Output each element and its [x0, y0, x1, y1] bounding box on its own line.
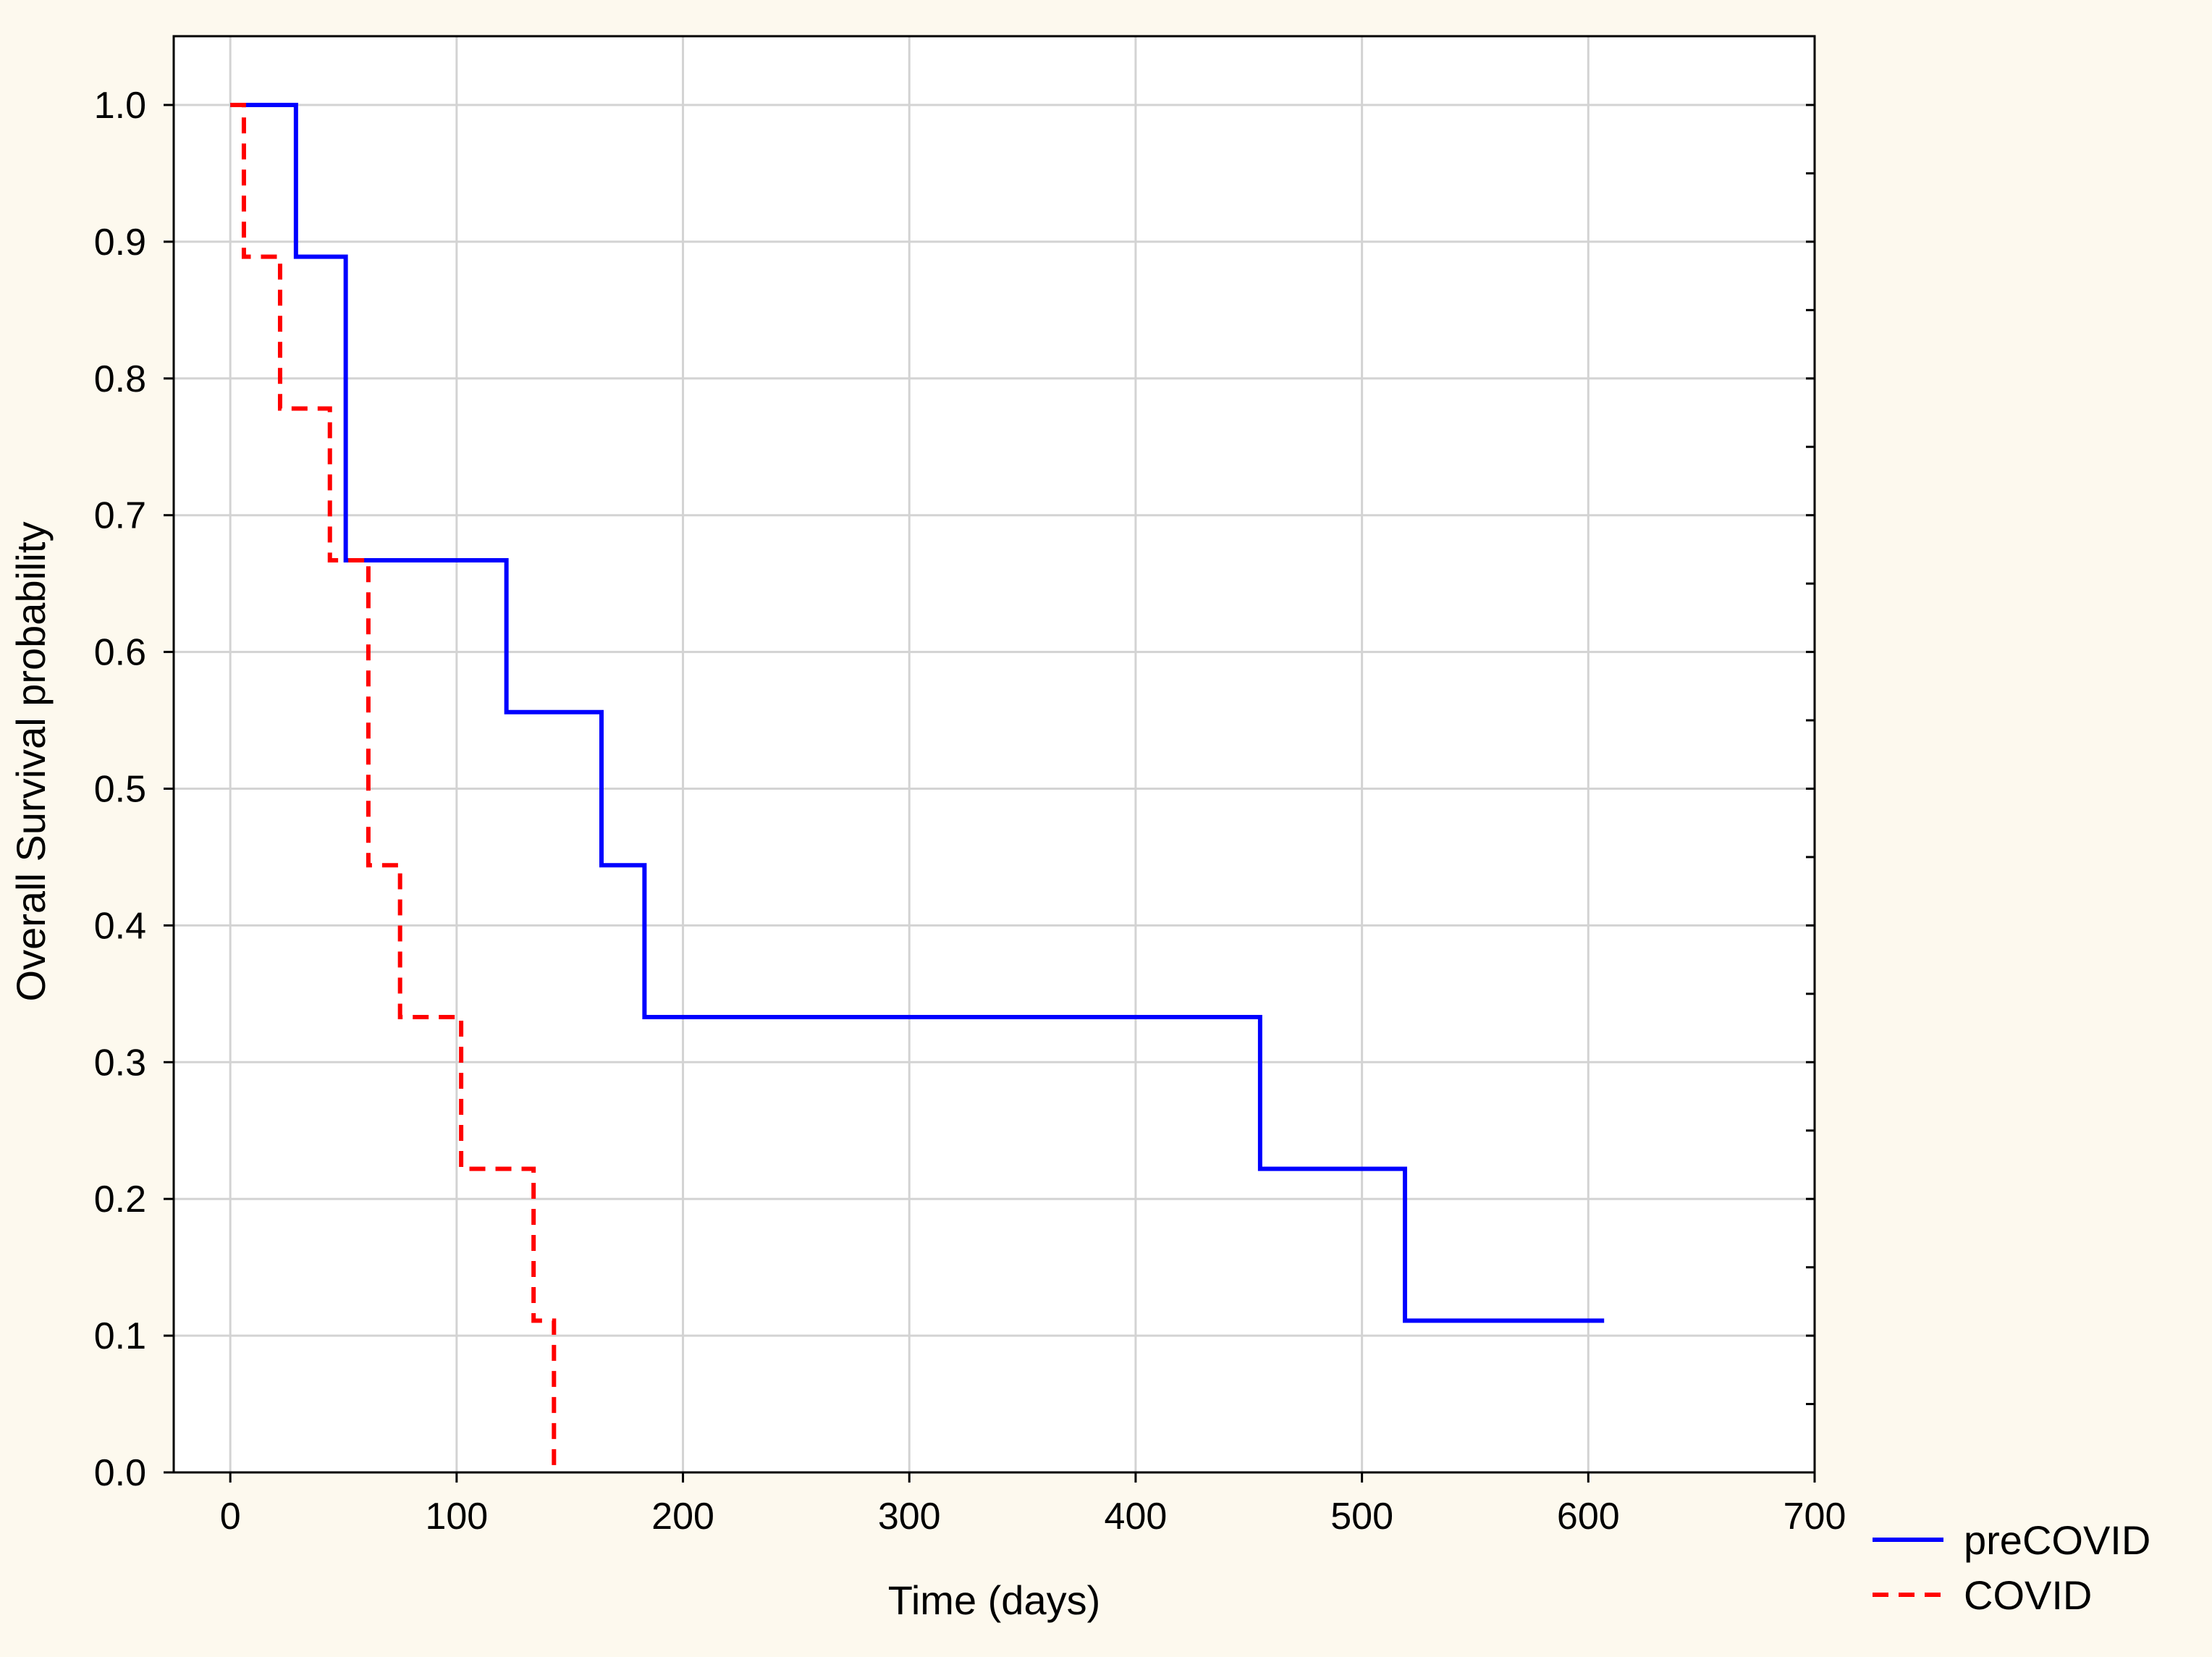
x-tick-label: 700	[1783, 1496, 1846, 1538]
x-tick-label: 600	[1557, 1496, 1620, 1538]
tick-labels: 0 100 200 300 400 500 600 700 0.0 0.1 0.2 0.3 0.4 0.5…	[94, 85, 1846, 1538]
y-tick-label: 0.4	[94, 905, 146, 947]
y-tick-label: 0.1	[94, 1315, 146, 1357]
legend-label-precovid: preCOVID	[1964, 1517, 2150, 1563]
legend: preCOVID COVID	[1873, 1517, 2150, 1618]
plot-area	[174, 36, 1815, 1472]
y-tick-label: 0.3	[94, 1042, 146, 1084]
y-tick-label: 0.7	[94, 495, 146, 537]
x-tick-label: 300	[878, 1496, 941, 1538]
x-tick-label: 400	[1105, 1496, 1168, 1538]
gridlines	[174, 36, 1815, 1472]
x-axis-title: Time (days)	[888, 1577, 1101, 1623]
y-tick-label: 0.0	[94, 1452, 146, 1494]
y-tick-label: 0.6	[94, 632, 146, 674]
x-tick-label: 0	[220, 1496, 241, 1538]
series-line-precovid	[230, 103, 1605, 1323]
y-tick-label: 0.8	[94, 358, 146, 400]
y-tick-label: 1.0	[94, 85, 146, 127]
plot-frame	[172, 35, 1816, 1474]
y-tick-label: 0.9	[94, 222, 146, 263]
y-tick-label: 0.2	[94, 1179, 146, 1220]
x-tick-label: 100	[425, 1496, 488, 1538]
y-axis-title: Overall Survival probability	[8, 522, 54, 1002]
y-tick-label: 0.5	[94, 769, 146, 811]
x-tick-label: 500	[1330, 1496, 1393, 1538]
legend-label-covid: COVID	[1964, 1572, 2092, 1618]
series-line-covid	[230, 103, 557, 1472]
x-tick-label: 200	[651, 1496, 714, 1538]
series-lines	[230, 103, 1605, 1472]
axis-ticks	[164, 104, 1816, 1483]
